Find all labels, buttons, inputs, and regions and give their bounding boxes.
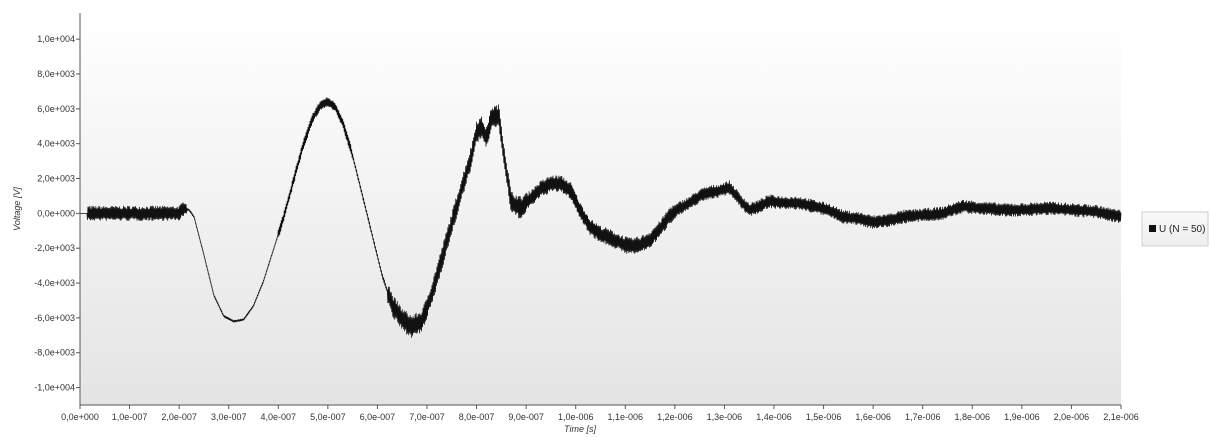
x-tick-label: 9,0e-007 xyxy=(508,412,544,422)
x-tick-label: 1,8e-006 xyxy=(955,412,991,422)
x-axis-title: Time [s] xyxy=(564,424,596,434)
x-tick-label: 6,0e-007 xyxy=(360,412,396,422)
x-tick-label: 4,0e-007 xyxy=(261,412,297,422)
x-tick-label: 1,0e-006 xyxy=(558,412,594,422)
x-tick-label: 1,9e-006 xyxy=(1004,412,1040,422)
x-tick-label: 1,0e-007 xyxy=(112,412,148,422)
series-layer xyxy=(80,97,1122,338)
x-tick-label: 1,7e-006 xyxy=(905,412,941,422)
x-tick-label: 2,0e-006 xyxy=(1054,412,1090,422)
y-tick-label: -1,0e+004 xyxy=(34,383,75,393)
y-tick-label: 4,0e+003 xyxy=(37,139,75,149)
y-tick-label: -2,0e+003 xyxy=(34,243,75,253)
y-tick-label: 2,0e+003 xyxy=(37,174,75,184)
y-tick-label: 0,0e+000 xyxy=(37,208,75,218)
x-tick-label: 3,0e-007 xyxy=(211,412,247,422)
y-tick-label: 1,0e+004 xyxy=(37,34,75,44)
y-tick-label: 8,0e+003 xyxy=(37,69,75,79)
x-tick-label: 1,3e-006 xyxy=(707,412,743,422)
legend-swatch xyxy=(1149,225,1156,232)
y-tick-label: -6,0e+003 xyxy=(34,313,75,323)
y-tick-label: 6,0e+003 xyxy=(37,104,75,114)
x-tick-label: 8,0e-007 xyxy=(459,412,495,422)
x-tick-label: 7,0e-007 xyxy=(409,412,445,422)
x-axis-ticks: 0,0e+000 1,0e-007 2,0e-007 3,0e-007 4,0e-007… xyxy=(61,405,1139,422)
x-tick-label: 5,0e-007 xyxy=(310,412,346,422)
x-tick-label: 2,0e-007 xyxy=(161,412,197,422)
y-axis-title: Voltage [V] xyxy=(12,187,22,231)
x-tick-label: 1,1e-006 xyxy=(608,412,644,422)
x-tick-label: 1,2e-006 xyxy=(657,412,693,422)
series-line-u xyxy=(80,97,1122,338)
x-tick-label: 1,4e-006 xyxy=(756,412,792,422)
x-tick-label: 0,0e+000 xyxy=(61,412,99,422)
legend: U (N = 50) xyxy=(1141,211,1209,247)
y-axis-ticks: 1,0e+004 8,0e+003 6,0e+003 4,0e+003 2,0e+003… xyxy=(34,34,80,393)
legend-label: U (N = 50) xyxy=(1159,224,1205,235)
x-tick-label: 1,5e-006 xyxy=(806,412,842,422)
y-tick-label: -8,0e+003 xyxy=(34,348,75,358)
x-tick-label: 2,1e-006 xyxy=(1103,412,1139,422)
x-tick-label: 1,6e-006 xyxy=(855,412,891,422)
y-tick-label: -4,0e+003 xyxy=(34,278,75,288)
